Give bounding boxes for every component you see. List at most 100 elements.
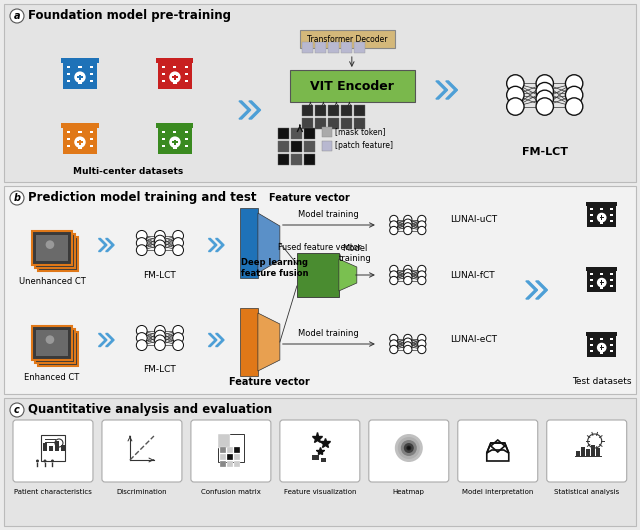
Circle shape bbox=[136, 231, 147, 241]
Bar bbox=[596, 448, 600, 456]
Bar bbox=[61, 445, 65, 451]
Circle shape bbox=[169, 136, 180, 148]
Bar bbox=[328, 105, 339, 116]
Circle shape bbox=[404, 269, 412, 277]
Bar bbox=[173, 131, 177, 134]
Bar bbox=[600, 347, 604, 348]
Polygon shape bbox=[446, 81, 458, 99]
Circle shape bbox=[390, 340, 398, 348]
Circle shape bbox=[404, 266, 412, 273]
Bar bbox=[173, 73, 177, 75]
Bar bbox=[31, 326, 72, 360]
Bar bbox=[4, 186, 636, 394]
Bar bbox=[90, 145, 93, 147]
Circle shape bbox=[52, 246, 60, 255]
Bar bbox=[590, 285, 593, 287]
Bar bbox=[158, 63, 192, 89]
Circle shape bbox=[418, 266, 426, 273]
Text: Model training: Model training bbox=[298, 210, 359, 219]
Bar bbox=[49, 446, 53, 451]
Bar bbox=[67, 80, 70, 82]
Polygon shape bbox=[106, 238, 114, 252]
Bar bbox=[90, 73, 93, 75]
Circle shape bbox=[10, 191, 24, 205]
Polygon shape bbox=[106, 333, 114, 347]
Bar bbox=[185, 131, 188, 134]
Bar bbox=[90, 138, 93, 140]
Circle shape bbox=[136, 340, 147, 350]
Circle shape bbox=[154, 235, 165, 246]
Polygon shape bbox=[216, 238, 224, 252]
Bar bbox=[240, 308, 258, 376]
Bar bbox=[601, 215, 602, 220]
Bar bbox=[38, 237, 78, 271]
Circle shape bbox=[404, 273, 412, 281]
Circle shape bbox=[173, 340, 184, 350]
Polygon shape bbox=[339, 259, 357, 291]
Bar bbox=[278, 154, 289, 165]
Bar bbox=[315, 42, 326, 53]
Bar bbox=[161, 138, 164, 140]
Bar bbox=[590, 273, 593, 275]
Bar bbox=[35, 234, 76, 268]
Bar bbox=[580, 447, 585, 456]
Bar bbox=[67, 66, 70, 68]
Bar bbox=[185, 80, 188, 82]
Circle shape bbox=[154, 231, 165, 241]
Circle shape bbox=[74, 136, 86, 148]
Bar bbox=[79, 73, 81, 75]
Bar bbox=[590, 350, 593, 352]
Bar bbox=[161, 73, 164, 75]
Bar bbox=[67, 131, 70, 134]
Circle shape bbox=[390, 346, 398, 354]
Bar bbox=[611, 273, 613, 275]
Circle shape bbox=[404, 223, 412, 231]
Bar bbox=[158, 128, 192, 154]
Bar bbox=[600, 282, 604, 284]
Circle shape bbox=[136, 237, 147, 249]
Bar bbox=[601, 280, 602, 285]
Bar bbox=[278, 141, 289, 152]
Polygon shape bbox=[249, 101, 260, 119]
Circle shape bbox=[154, 325, 165, 336]
Circle shape bbox=[44, 460, 47, 463]
FancyBboxPatch shape bbox=[13, 420, 93, 482]
Bar bbox=[304, 154, 315, 165]
Bar bbox=[234, 447, 240, 453]
Circle shape bbox=[406, 446, 412, 450]
Polygon shape bbox=[258, 213, 280, 273]
Bar bbox=[312, 455, 319, 460]
Bar bbox=[611, 279, 613, 281]
Text: Quantitative analysis and evaluation: Quantitative analysis and evaluation bbox=[28, 403, 272, 417]
FancyBboxPatch shape bbox=[369, 420, 449, 482]
Bar bbox=[156, 58, 193, 64]
Bar bbox=[600, 214, 603, 216]
Bar bbox=[611, 214, 613, 216]
Bar bbox=[35, 329, 76, 363]
Bar bbox=[601, 346, 602, 350]
Bar bbox=[354, 105, 365, 116]
Bar bbox=[38, 332, 78, 366]
Bar bbox=[67, 73, 70, 75]
Bar bbox=[4, 4, 636, 182]
Bar bbox=[611, 285, 613, 287]
Circle shape bbox=[36, 460, 39, 463]
Bar bbox=[354, 42, 365, 53]
FancyBboxPatch shape bbox=[547, 420, 627, 482]
Bar bbox=[586, 267, 618, 271]
Bar bbox=[79, 139, 81, 145]
Bar bbox=[161, 66, 164, 68]
Circle shape bbox=[418, 221, 426, 229]
Circle shape bbox=[566, 75, 583, 92]
Text: Model interpretation: Model interpretation bbox=[462, 489, 534, 495]
Bar bbox=[173, 138, 177, 140]
Bar bbox=[328, 42, 339, 53]
Bar bbox=[172, 76, 177, 78]
Text: b: b bbox=[13, 193, 20, 203]
Bar bbox=[79, 138, 81, 140]
Text: FM-LCT: FM-LCT bbox=[143, 366, 176, 375]
Bar bbox=[600, 208, 603, 210]
Bar bbox=[591, 445, 595, 456]
Bar bbox=[90, 80, 93, 82]
Circle shape bbox=[45, 335, 54, 344]
